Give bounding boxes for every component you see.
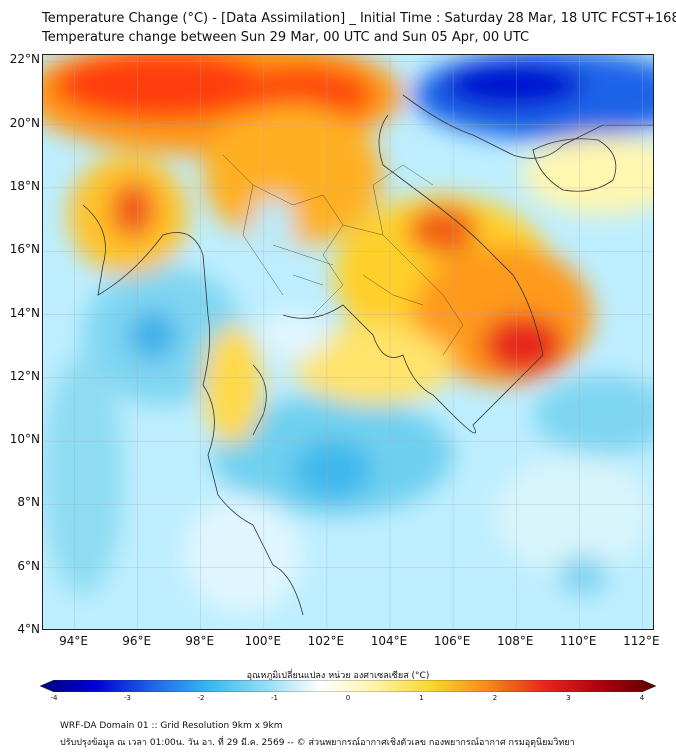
colorbar-tick-label: 3 <box>566 694 571 702</box>
field-blob <box>128 310 178 360</box>
lon-tick-label: 104°E <box>370 634 408 648</box>
colorbar-tick-label: 4 <box>639 694 645 702</box>
lat-tick-label: 4°N <box>17 622 40 636</box>
footer-model-info: WRF-DA Domain 01 :: Grid Resolution 9km … <box>60 721 283 731</box>
map-panel[interactable] <box>42 54 654 630</box>
border-line <box>242 184 284 296</box>
field-blob <box>111 182 155 238</box>
colorbar-tick-label: -4 <box>50 694 58 702</box>
border-line <box>342 224 464 356</box>
colorbar-tick-label: 2 <box>492 694 498 702</box>
lat-tick-label: 14°N <box>9 305 40 320</box>
graticule <box>43 55 653 629</box>
lon-tick-label: 110°E <box>560 634 597 648</box>
field-blob <box>53 55 273 120</box>
colorbar-label: อุณหภูมิเปลี่ยนแปลง หน่วย องศาเซลเซียส (… <box>246 671 430 681</box>
field-blob <box>533 375 653 455</box>
admin-borders <box>222 154 464 356</box>
lon-tick-label: 106°E <box>433 634 471 648</box>
hainan-island <box>532 138 617 192</box>
field-blob <box>251 197 295 253</box>
coastline-east <box>282 114 544 434</box>
coastline-north <box>402 94 653 159</box>
border-line <box>272 244 424 306</box>
lon-tick-label: 102°E <box>307 634 345 648</box>
field-blob <box>443 61 583 109</box>
border-line <box>222 154 344 316</box>
colorbar-tick-label: 0 <box>345 694 351 702</box>
border-line <box>372 164 434 236</box>
lat-tick-label: 8°N <box>17 495 40 510</box>
coastline-west <box>82 204 304 616</box>
lon-tick-label: 94°E <box>59 634 88 648</box>
lat-tick-label: 20°N <box>9 115 40 130</box>
field-blob <box>483 315 563 375</box>
field-blob <box>258 310 328 360</box>
field-blob <box>203 325 263 445</box>
coastlines <box>82 94 653 616</box>
field-blob <box>293 440 373 500</box>
chart-subtitle: Temperature change between Sun 29 Mar, 0… <box>42 30 530 45</box>
lat-tick-label: 10°N <box>9 432 40 447</box>
lon-tick-label: 112°E <box>623 634 660 648</box>
lon-tick-label: 108°E <box>496 634 534 648</box>
lat-tick-label: 22°N <box>9 52 40 67</box>
field-blob <box>293 325 453 405</box>
colorbar-tick-label: -1 <box>271 694 278 702</box>
lat-tick-label: 16°N <box>9 242 40 257</box>
colorbar-tick-label: -3 <box>124 694 131 702</box>
coastline-gulf <box>252 364 267 436</box>
lon-tick-label: 98°E <box>185 634 215 648</box>
field-blob <box>523 135 653 215</box>
field-blob <box>558 555 608 595</box>
colorbar-tick-label: 1 <box>419 694 424 702</box>
footer-credit: ปรับปรุงข้อมูล ณ เวลา 01:00น. วัน อา. ที… <box>60 738 575 748</box>
lat-tick-label: 6°N <box>17 558 40 573</box>
lon-tick-label: 96°E <box>122 634 152 648</box>
field-blob <box>43 355 123 595</box>
lat-tick-label: 18°N <box>9 178 40 193</box>
field-blob <box>408 205 478 255</box>
temperature-change-map <box>43 55 653 629</box>
chart-title: Temperature Change (°C) - [Data Assimila… <box>42 11 676 26</box>
colorbar-tick-label: -2 <box>197 694 205 702</box>
lon-tick-label: 100°E <box>244 634 282 648</box>
lat-tick-label: 12°N <box>9 368 40 383</box>
colorbar <box>40 680 656 692</box>
field-blob <box>183 495 303 615</box>
colorbar-bar <box>40 680 656 692</box>
field-blob <box>493 455 653 575</box>
